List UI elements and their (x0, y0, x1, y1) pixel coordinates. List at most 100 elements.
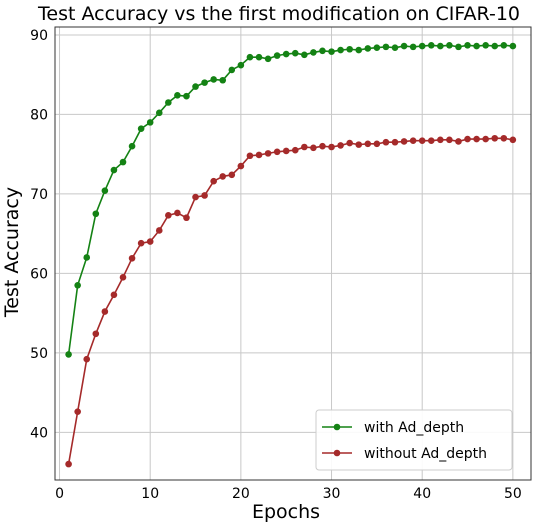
data-point (437, 42, 444, 50)
data-point (291, 49, 299, 57)
data-point (319, 47, 326, 55)
x-tick-label: 0 (55, 486, 64, 502)
data-point (137, 239, 145, 247)
data-point (310, 144, 317, 152)
legend-label: without Ad_depth (364, 446, 487, 462)
data-point (74, 408, 81, 415)
data-point (482, 135, 489, 143)
data-point (264, 55, 272, 63)
data-point (391, 138, 399, 146)
data-point (83, 355, 91, 363)
plot-frame (54, 26, 532, 481)
data-point (337, 46, 344, 54)
data-point (228, 171, 236, 179)
y-tick-label: 90 (30, 28, 48, 44)
data-point (201, 79, 208, 86)
data-point (228, 66, 236, 74)
data-point (165, 212, 172, 219)
data-point (509, 136, 517, 144)
x-tick-label: 50 (504, 486, 522, 502)
data-point (119, 158, 127, 166)
data-point (201, 192, 208, 199)
data-point (237, 61, 245, 69)
data-point (473, 42, 480, 50)
y-tick-label: 50 (30, 346, 48, 362)
data-point (382, 138, 390, 146)
data-point (427, 41, 435, 49)
data-point (101, 187, 109, 195)
data-point (155, 227, 163, 234)
chart-title: Test Accuracy vs the first modification … (37, 3, 520, 25)
data-point (110, 166, 118, 174)
data-point (183, 92, 190, 100)
data-point (400, 138, 408, 145)
data-point (146, 119, 154, 126)
data-point (255, 53, 263, 61)
data-point (246, 152, 254, 160)
data-point (310, 49, 317, 56)
x-axis-label: Epochs (252, 501, 320, 523)
data-point (400, 42, 408, 50)
data-point (446, 136, 453, 144)
x-tick-label: 20 (232, 486, 250, 502)
data-point (373, 140, 381, 148)
data-point (92, 330, 100, 338)
data-point (328, 48, 335, 55)
data-point (337, 142, 344, 149)
data-point (92, 210, 100, 218)
data-point (464, 135, 471, 143)
data-point (364, 45, 372, 52)
data-point (174, 92, 181, 99)
data-point (491, 42, 499, 50)
data-point (446, 41, 453, 49)
data-point (500, 134, 508, 142)
y-axis-label: Test Accuracy (1, 187, 23, 318)
data-point (455, 138, 462, 145)
data-point (509, 42, 517, 50)
data-point (409, 137, 417, 144)
data-point (210, 76, 217, 83)
data-point (128, 254, 136, 262)
data-point (165, 99, 172, 106)
data-point (409, 43, 417, 51)
series-2 (65, 134, 517, 468)
y-tick-label: 70 (30, 187, 48, 203)
data-point (346, 139, 353, 147)
data-point (192, 193, 199, 201)
legend-box (315, 409, 513, 471)
data-point (282, 147, 290, 155)
data-point (74, 281, 81, 289)
data-point (255, 151, 263, 159)
data-point (146, 238, 154, 245)
data-point (183, 214, 190, 222)
data-point (382, 43, 390, 51)
data-point (273, 52, 281, 59)
data-point (219, 173, 227, 180)
x-tick-label: 40 (413, 486, 431, 502)
data-point (210, 177, 217, 185)
tick-labels: 0 10 20 30 40 50 40 50 60 70 80 90 (30, 28, 522, 502)
data-point (500, 41, 508, 49)
grid-lines (55, 27, 531, 480)
data-point (418, 42, 426, 50)
data-point (246, 53, 254, 61)
data-point (192, 83, 199, 90)
data-point (264, 150, 272, 157)
data-point (355, 141, 363, 148)
legend-item: without Ad_depth (322, 446, 487, 462)
data-point (83, 254, 91, 261)
data-point (65, 351, 72, 358)
data-point (137, 125, 145, 133)
y-tick-label: 60 (30, 266, 48, 282)
data-point (391, 44, 399, 51)
legend-marker (333, 423, 341, 431)
data-point (328, 143, 335, 151)
data-point (455, 43, 462, 51)
data-point (482, 41, 489, 49)
data-point (373, 44, 381, 51)
data-point (319, 142, 326, 150)
data-point (174, 209, 181, 217)
data-point (110, 291, 118, 299)
